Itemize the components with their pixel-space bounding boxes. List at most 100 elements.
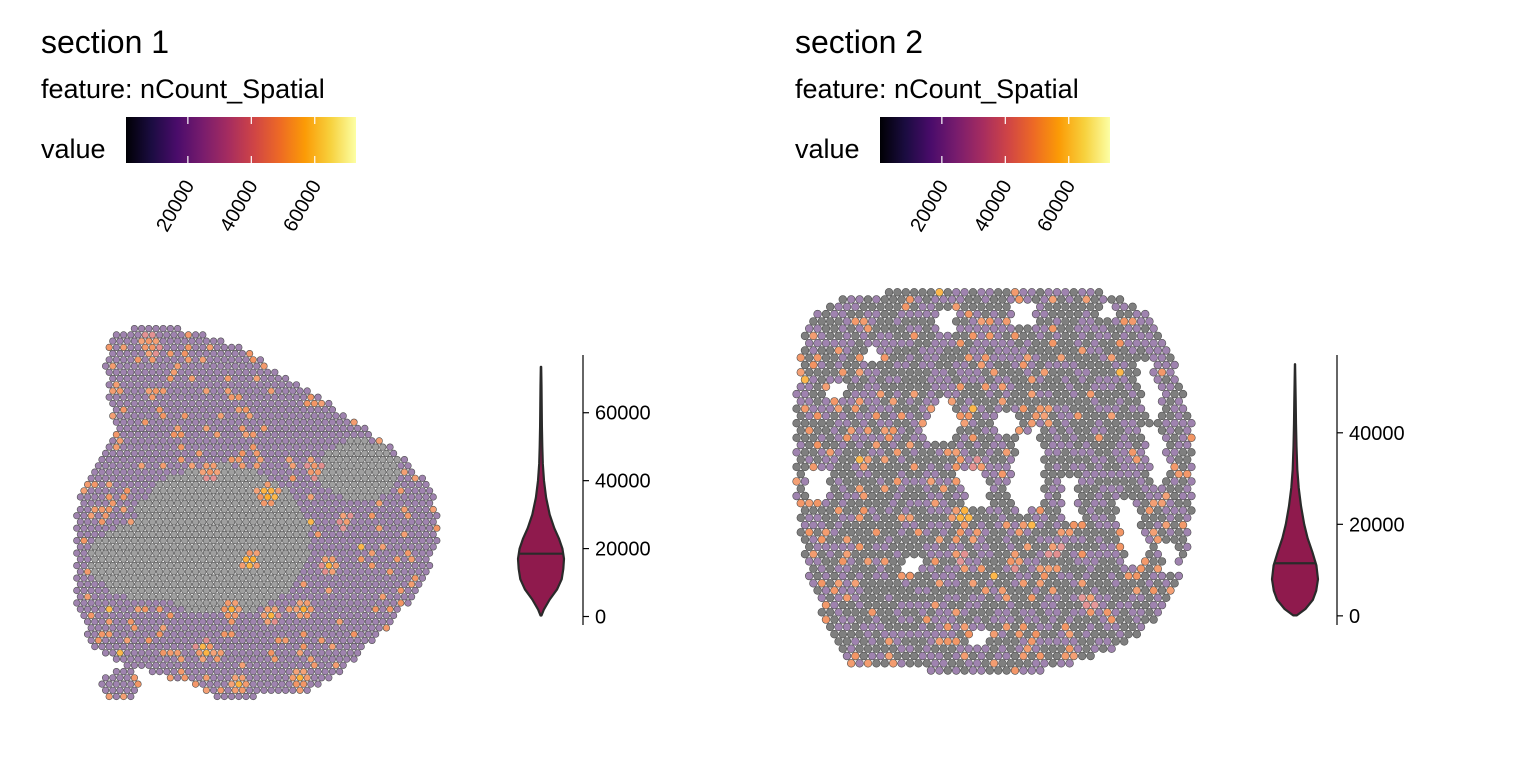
tissue-spot: [314, 655, 322, 663]
tissue-spot: [325, 611, 333, 620]
tissue-spot: [145, 424, 153, 433]
tissue-spot: [181, 561, 189, 570]
tissue-spot: [800, 520, 810, 530]
tissue-spot: [884, 477, 894, 486]
tissue-spot: [1052, 448, 1062, 457]
tissue-spot: [282, 561, 290, 570]
tissue-spot: [249, 568, 257, 576]
tissue-spot: [109, 536, 117, 545]
tissue-spot: [1048, 586, 1057, 595]
tissue-spot: [141, 343, 149, 352]
tissue-spot: [138, 449, 146, 458]
tissue-spot: [393, 456, 401, 464]
tissue-spot: [217, 686, 225, 694]
tissue-spot: [314, 618, 322, 626]
tissue-spot: [809, 419, 818, 428]
tissue-spot: [1061, 448, 1070, 457]
tissue-spot: [905, 571, 915, 581]
tissue-spot: [1103, 622, 1112, 632]
tissue-spot: [952, 389, 961, 399]
tissue-spot: [1031, 309, 1041, 319]
tissue-spot: [1078, 360, 1087, 370]
tissue-spot: [1010, 637, 1020, 646]
tissue-spot: [809, 520, 818, 530]
tissue-spot: [1061, 535, 1070, 544]
tissue-spot: [867, 579, 877, 588]
tissue-spot: [152, 586, 160, 595]
tissue-spot: [1170, 389, 1179, 399]
tissue-spot: [285, 642, 293, 651]
tissue-spot: [264, 580, 272, 588]
tissue-spot: [246, 599, 254, 607]
tissue-spot: [213, 343, 221, 352]
tissue-spot: [960, 579, 969, 588]
tissue-spot: [300, 431, 308, 439]
tissue-spot: [994, 549, 1003, 559]
tissue-spot: [397, 574, 405, 582]
tissue-spot: [188, 462, 196, 470]
tissue-spot: [271, 493, 279, 501]
tissue-spot: [893, 593, 902, 602]
tissue-spot: [1149, 586, 1158, 595]
tissue-spot: [905, 600, 915, 610]
tissue-spot: [357, 568, 365, 576]
tissue-spot: [314, 642, 322, 651]
tissue-spot: [163, 331, 171, 339]
tissue-spot: [1162, 375, 1171, 384]
tissue-spot: [422, 518, 430, 526]
tissue-spot: [846, 659, 856, 668]
tissue-spot: [343, 568, 351, 576]
tissue-spot: [170, 630, 178, 638]
tissue-spot: [202, 536, 210, 545]
tissue-spot: [859, 346, 869, 355]
tissue-spot: [876, 404, 885, 413]
tissue-spot: [235, 593, 243, 601]
tissue-spot: [985, 608, 995, 617]
tissue-spot: [1048, 339, 1057, 348]
tissue-spot: [109, 387, 117, 395]
tissue-spot: [267, 387, 275, 395]
tissue-spot: [285, 580, 293, 588]
tissue-spot: [166, 449, 174, 458]
tissue-spot: [228, 580, 236, 588]
tissue-spot: [905, 484, 915, 493]
tissue-spot: [985, 637, 995, 646]
tissue-spot: [195, 474, 203, 482]
tissue-spot: [1174, 484, 1183, 493]
tissue-spot: [884, 346, 894, 355]
tissue-spot: [981, 571, 990, 581]
tissue-spot: [842, 637, 852, 646]
tissue-spot: [1002, 564, 1011, 573]
tissue-spot: [884, 491, 894, 501]
tissue-spot: [166, 362, 174, 370]
tissue-spot: [152, 549, 160, 557]
tissue-spot: [210, 374, 218, 383]
tissue-spot: [397, 549, 405, 557]
tissue-spot: [210, 649, 218, 657]
tissue-spot: [210, 674, 218, 682]
tissue-spot: [325, 462, 333, 470]
tissue-spot: [952, 579, 961, 588]
tissue-spot: [893, 520, 902, 530]
tissue-spot: [918, 375, 927, 384]
tissue-spot: [1061, 331, 1070, 341]
tissue-spot: [310, 574, 319, 582]
tissue-spot: [867, 593, 877, 602]
tissue-spot: [1136, 608, 1146, 617]
tissue-spot: [872, 615, 881, 624]
tissue-spot: [130, 549, 138, 557]
tissue-spot: [192, 530, 200, 539]
tissue-spot: [213, 680, 221, 688]
tissue-spot: [1183, 499, 1192, 508]
tissue-spot: [1145, 477, 1154, 486]
tissue-spot: [138, 412, 146, 420]
tissue-spot: [83, 580, 92, 588]
tissue-spot: [973, 644, 982, 653]
tissue-spot: [256, 393, 265, 401]
tissue-spot: [318, 462, 326, 470]
tissue-spot: [880, 484, 890, 493]
tissue-spot: [1048, 309, 1057, 319]
tissue-spot: [112, 406, 120, 414]
tissue-spot: [1044, 462, 1053, 472]
tissue-spot: [1044, 419, 1053, 428]
